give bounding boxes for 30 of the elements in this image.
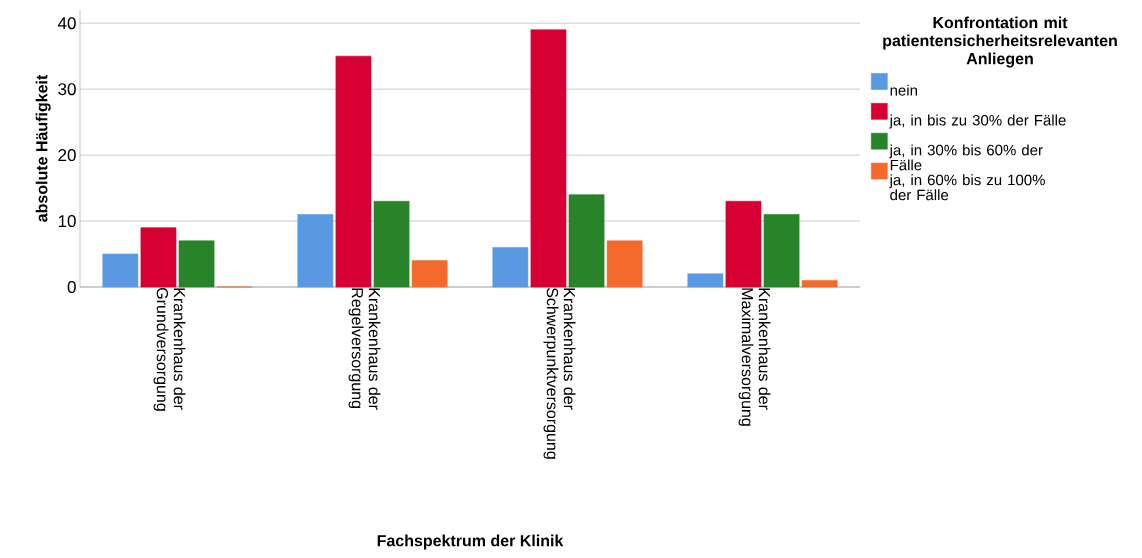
bar bbox=[530, 29, 567, 288]
bar bbox=[801, 280, 838, 288]
bar bbox=[411, 260, 448, 288]
bar bbox=[102, 253, 139, 288]
y-tick-label: 20 bbox=[58, 149, 76, 162]
bar bbox=[568, 194, 605, 288]
y-tick-label: 10 bbox=[58, 215, 76, 228]
bar bbox=[140, 227, 177, 288]
bar bbox=[335, 55, 372, 288]
bar bbox=[178, 240, 215, 288]
legend-label: nein bbox=[890, 84, 917, 96]
bar bbox=[297, 214, 334, 288]
x-tick-label: Krankenhaus der Regelversorgung bbox=[348, 288, 381, 410]
bar bbox=[606, 240, 643, 288]
x-tick-label: Krankenhaus der Schwerpunktversorgung bbox=[543, 287, 576, 459]
y-tick-label: 0 bbox=[67, 280, 76, 294]
x-axis-title: Fachspektrum der Klinik bbox=[377, 534, 564, 550]
bar bbox=[373, 200, 410, 288]
bar bbox=[763, 214, 800, 288]
bar bbox=[687, 273, 724, 288]
x-tick-label: Krankenhaus der Maximalversorgung bbox=[738, 288, 771, 426]
bar bbox=[492, 247, 529, 288]
y-axis-title: absolute Häufigkeit bbox=[35, 74, 51, 222]
bar bbox=[725, 200, 762, 288]
legend-title: Konfrontation mit patientensicherheitsrelevanten Anliegen bbox=[883, 16, 1117, 68]
legend-label: ja, in bis zu 30% der Fälle bbox=[889, 114, 1066, 129]
y-tick-label: 40 bbox=[57, 17, 76, 30]
x-tick-label: Krankenhaus der Grundversorgung bbox=[153, 288, 186, 411]
y-tick-label: 30 bbox=[58, 83, 76, 96]
legend-label: ja, in 60% bis zu 100% der Fälle bbox=[889, 174, 1045, 201]
